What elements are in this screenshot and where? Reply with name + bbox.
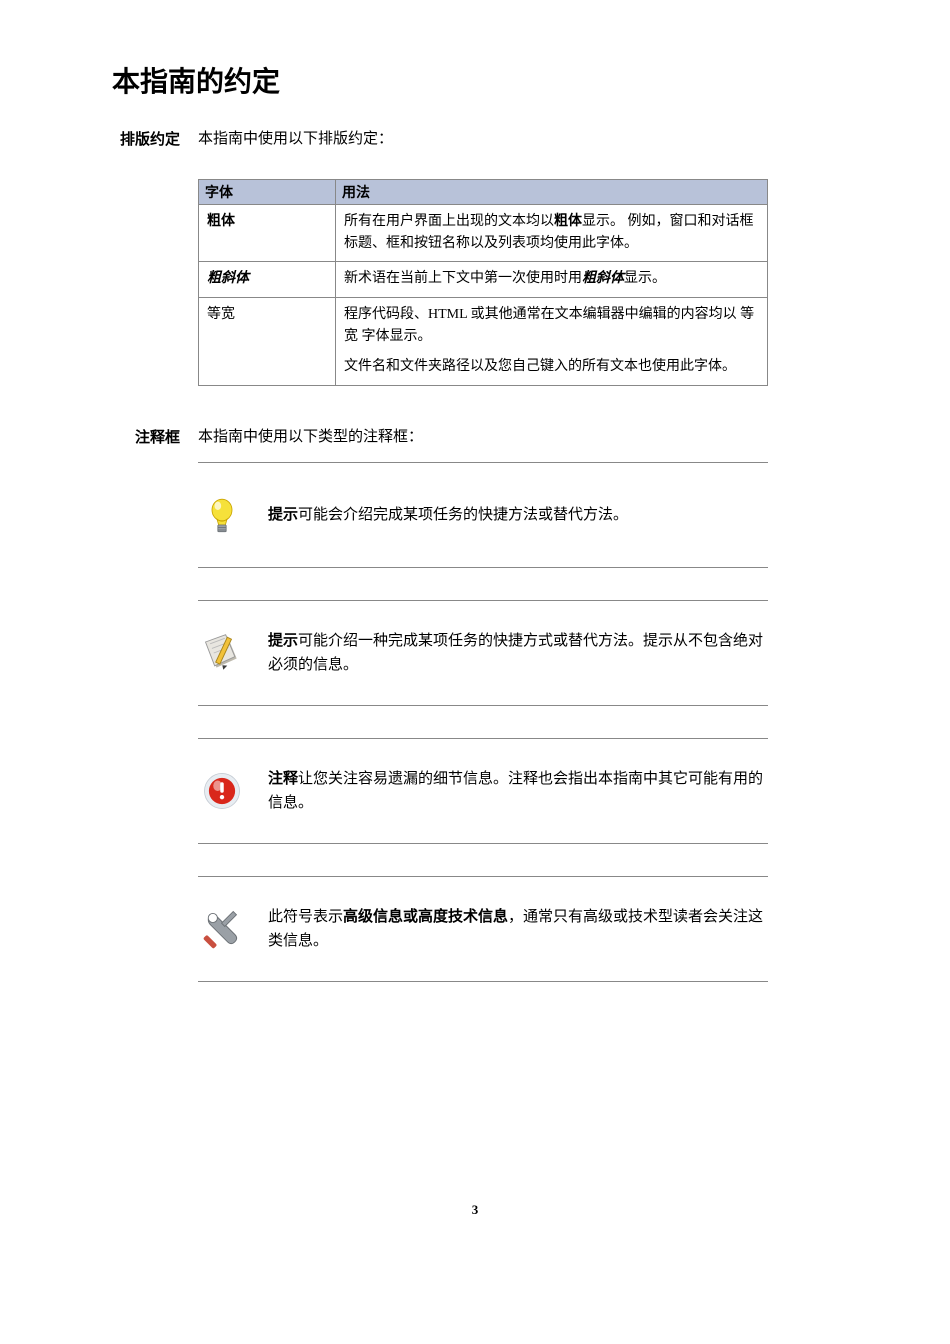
page-title: 本指南的约定 — [112, 60, 870, 100]
page-number: 3 — [80, 1202, 870, 1218]
notepad-icon — [198, 629, 246, 677]
typesetting-section: 排版约定 本指南中使用以下排版约定： — [80, 128, 870, 151]
notebox-label: 注释框 — [80, 426, 198, 447]
table-header-typeface: 字体 — [199, 179, 336, 204]
note-block: 注释让您关注容易遗漏的细节信息。注释也会指出本指南中其它可能有用的信息。 — [198, 738, 768, 843]
note-text: 提示可能会介绍完成某项任务的快捷方法或替代方法。 — [268, 503, 768, 527]
table-row: 等宽程序代码段、HTML 或其他通常在文本编辑器中编辑的内容均以 等宽 字体显示… — [199, 297, 768, 385]
note-block: 此符号表示高级信息或高度技术信息，通常只有高级或技术型读者会关注这类信息。 — [198, 876, 768, 981]
typesetting-intro: 本指南中使用以下排版约定： — [198, 128, 870, 151]
tools-icon — [198, 905, 246, 953]
typeface-cell: 粗体 — [199, 204, 336, 262]
alert-icon — [198, 767, 246, 815]
table-header-usage: 用法 — [336, 179, 768, 204]
note-block: 提示可能介绍一种完成某项任务的快捷方式或替代方法。提示从不包含绝对必须的信息。 — [198, 600, 768, 705]
notebox-intro: 本指南中使用以下类型的注释框： — [198, 426, 870, 449]
table-row: 粗体所有在用户界面上出现的文本均以粗体显示。 例如，窗口和对话框标题、框和按钮名… — [199, 204, 768, 262]
divider — [198, 981, 768, 982]
table-row: 粗斜体新术语在当前上下文中第一次使用时用粗斜体显示。 — [199, 262, 768, 297]
typesetting-label: 排版约定 — [80, 128, 198, 149]
usage-cell: 程序代码段、HTML 或其他通常在文本编辑器中编辑的内容均以 等宽 字体显示。文… — [336, 297, 768, 385]
note-block: 提示可能会介绍完成某项任务的快捷方法或替代方法。 — [198, 462, 768, 567]
typeface-cell: 粗斜体 — [199, 262, 336, 297]
usage-cell: 新术语在当前上下文中第一次使用时用粗斜体显示。 — [336, 262, 768, 297]
note-text: 提示可能介绍一种完成某项任务的快捷方式或替代方法。提示从不包含绝对必须的信息。 — [268, 629, 768, 677]
typeface-cell: 等宽 — [199, 297, 336, 385]
lightbulb-icon — [198, 491, 246, 539]
note-text: 此符号表示高级信息或高度技术信息，通常只有高级或技术型读者会关注这类信息。 — [268, 905, 768, 953]
note-list: 提示可能会介绍完成某项任务的快捷方法或替代方法。 提示可能介绍一种完成某项任务的… — [198, 462, 768, 982]
usage-cell: 所有在用户界面上出现的文本均以粗体显示。 例如，窗口和对话框标题、框和按钮名称以… — [336, 204, 768, 262]
notebox-section: 注释框 本指南中使用以下类型的注释框： — [80, 426, 870, 449]
note-text: 注释让您关注容易遗漏的细节信息。注释也会指出本指南中其它可能有用的信息。 — [268, 767, 768, 815]
typeface-table: 字体 用法 粗体所有在用户界面上出现的文本均以粗体显示。 例如，窗口和对话框标题… — [198, 179, 768, 386]
